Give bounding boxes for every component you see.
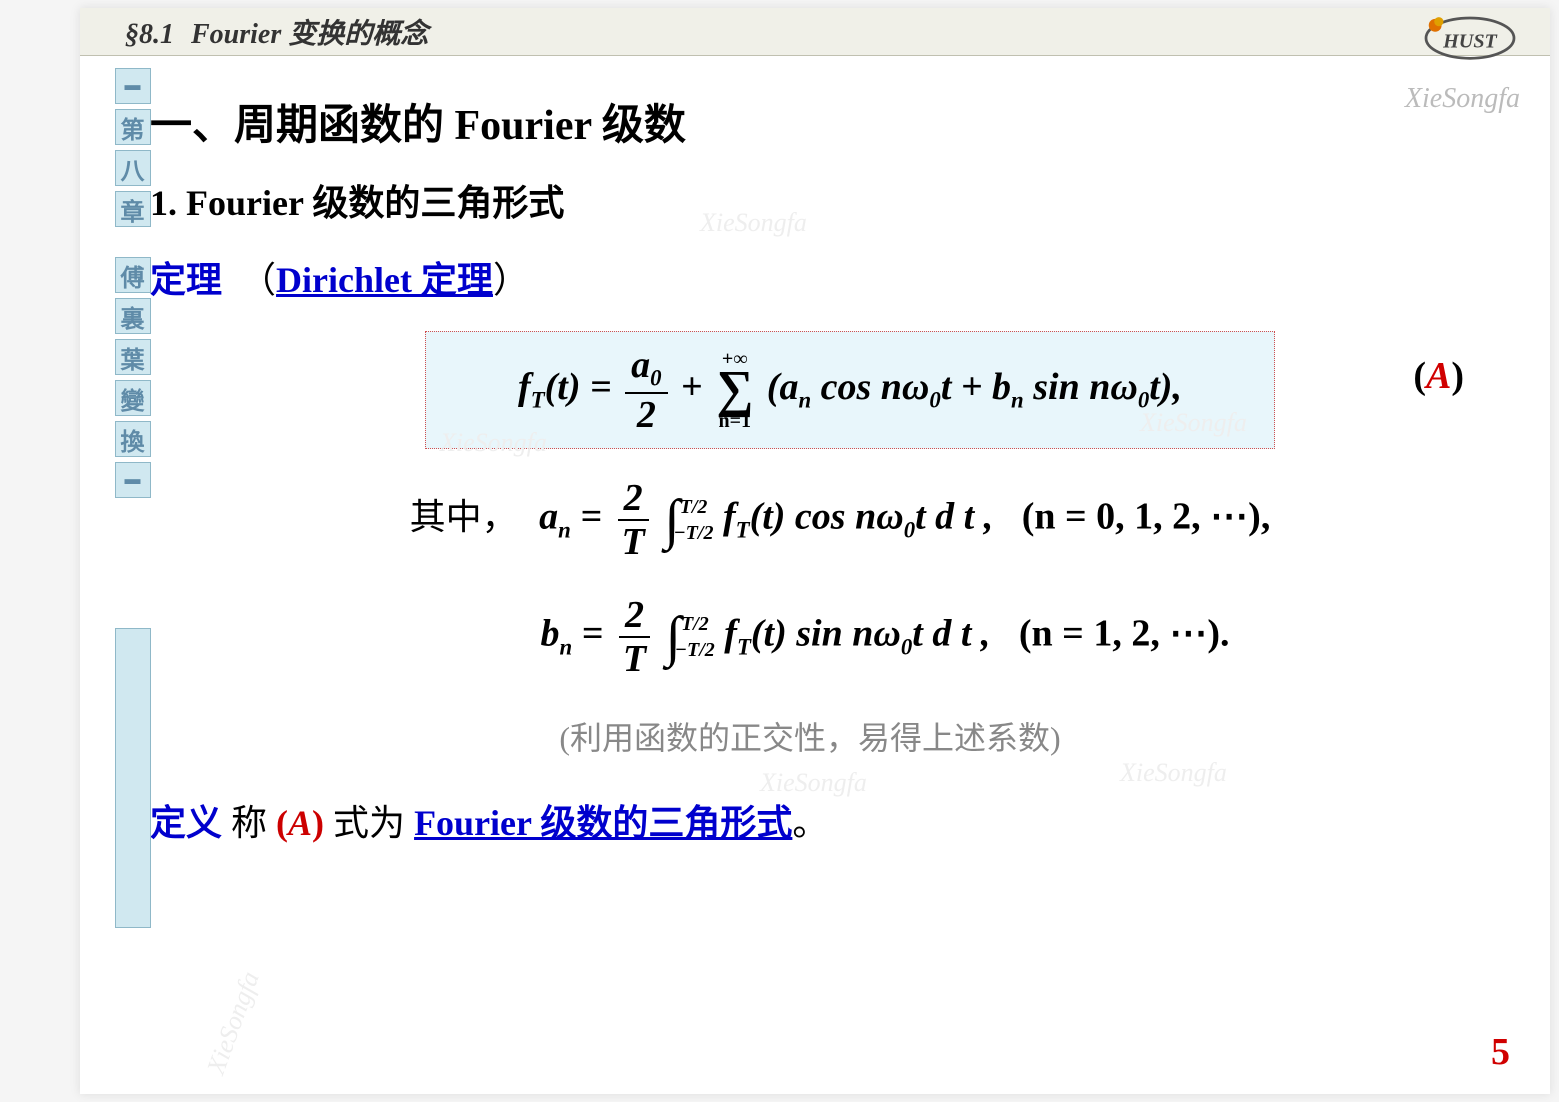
dirichlet-link[interactable]: Dirichlet 定理 bbox=[276, 260, 493, 300]
watermark: XieSongfa bbox=[1120, 758, 1227, 788]
fourier-trig-form-link[interactable]: Fourier 级数的三角形式 bbox=[414, 803, 792, 843]
watermark: XieSongfa bbox=[201, 968, 266, 1079]
sidebar-deco-icon: ▬ bbox=[115, 68, 151, 104]
orthogonality-note: (利用函数的正交性，易得上述系数) bbox=[150, 713, 1470, 759]
keyword-theorem: 定理 bbox=[150, 260, 222, 300]
bn-coefficient-formula: bn = 2 T ∫ T/2 −T/2 fT(t) sin nω0t d t ,… bbox=[150, 596, 1470, 678]
sidebar-char: 傅 bbox=[115, 257, 151, 293]
sidebar-char: 換 bbox=[115, 421, 151, 457]
equation-label-a: (A) bbox=[1413, 354, 1464, 398]
page-number: 5 bbox=[1491, 1030, 1510, 1074]
sidebar-char: 裏 bbox=[115, 298, 151, 334]
sidebar-char: 章 bbox=[115, 191, 151, 227]
svg-text:HUST: HUST bbox=[1442, 30, 1497, 52]
an-coefficient-formula: 其中， an = 2 T ∫ T/2 −T/2 fT(t) cos nω0t d… bbox=[150, 479, 1470, 561]
keyword-definition: 定义 bbox=[150, 803, 222, 843]
sidebar-char: 變 bbox=[115, 380, 151, 416]
sidebar-char: 葉 bbox=[115, 339, 151, 375]
section-heading: 一、周期函数的 Fourier 级数 bbox=[150, 91, 1470, 152]
watermark: XieSongfa bbox=[1140, 408, 1247, 438]
watermark: XieSongfa bbox=[760, 768, 867, 798]
theorem-label: 定理 （Dirichlet 定理） bbox=[150, 251, 1470, 303]
slide-page: §8.1 Fourier 变换的概念 HUST XieSongfa ▬ 第 八 … bbox=[80, 8, 1550, 1094]
sidebar-spacer bbox=[115, 628, 151, 928]
sidebar-deco-icon: ▬ bbox=[115, 462, 151, 498]
watermark: XieSongfa bbox=[440, 428, 547, 458]
slide-content: 一、周期函数的 Fourier 级数 1. Fourier 级数的三角形式 定理… bbox=[80, 56, 1550, 846]
sidebar-char: 八 bbox=[115, 150, 151, 186]
sidebar-char: 第 bbox=[115, 109, 151, 145]
subsection-heading: 1. Fourier 级数的三角形式 bbox=[150, 174, 1470, 226]
slide-header: §8.1 Fourier 变换的概念 HUST bbox=[80, 8, 1550, 56]
definition-line: 定义 称 (A) 式为 Fourier 级数的三角形式。 bbox=[150, 794, 1470, 846]
header-title: §8.1 Fourier 变换的概念 bbox=[125, 12, 428, 52]
watermark: XieSongfa bbox=[700, 208, 807, 238]
chapter-sidebar: ▬ 第 八 章 傅 裏 葉 變 換 ▬ bbox=[110, 68, 155, 928]
